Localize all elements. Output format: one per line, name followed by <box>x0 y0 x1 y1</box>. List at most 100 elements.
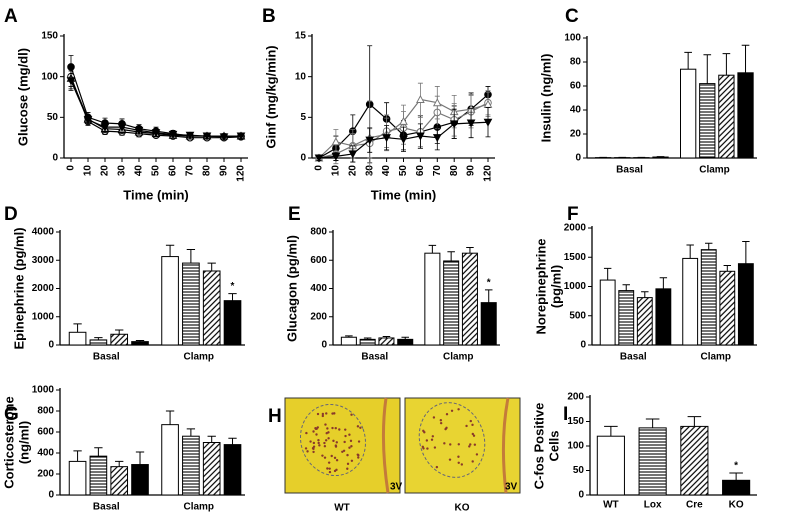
y-tick-label: 0 <box>300 153 306 164</box>
bar <box>161 424 179 496</box>
y-tick-label: 150 <box>567 416 584 427</box>
cell-dot <box>338 428 341 431</box>
cell-dot <box>315 433 318 436</box>
x-tick-label: 20 <box>347 165 358 177</box>
bar <box>161 256 179 346</box>
error-bar <box>115 329 124 335</box>
cell-dot <box>326 467 329 470</box>
panel-letter: D <box>4 204 18 225</box>
cell-dot <box>426 447 429 450</box>
cell-dot <box>443 442 446 445</box>
bar <box>378 337 395 346</box>
y-tick-label: 600 <box>310 255 327 266</box>
x-tick-label: 60 <box>168 165 179 177</box>
error-bar <box>447 251 455 261</box>
y-tick-label: 20 <box>570 129 582 140</box>
x-tick-label: 120 <box>236 165 247 182</box>
x-tick-label: WT <box>603 500 619 511</box>
cell-dot <box>306 450 309 453</box>
y-tick-label: 200 <box>37 469 54 480</box>
bar <box>596 435 625 496</box>
x-tick-label: 70 <box>432 165 443 177</box>
bar <box>680 425 709 496</box>
y-axis-label: Norepinephrine <box>533 238 548 334</box>
error-bar <box>73 450 82 462</box>
y-tick-label: 1000 <box>32 385 55 396</box>
image-caption: KO <box>455 503 470 514</box>
cell-dot <box>350 445 353 448</box>
cell-dot <box>357 456 360 459</box>
y-axis-label: C-fos Positive <box>531 403 546 490</box>
marker <box>219 133 229 142</box>
cell-dot <box>321 414 325 418</box>
error-bar <box>73 323 82 333</box>
image-marker: 3V <box>390 482 403 493</box>
cell-dot <box>445 412 449 416</box>
y-tick-label: 2000 <box>564 223 587 234</box>
y-tick-label: 1500 <box>564 252 587 263</box>
error-bar <box>135 451 145 465</box>
y-tick-label: 0 <box>578 490 584 501</box>
error-bar <box>165 410 175 425</box>
marker <box>466 119 476 128</box>
x-tick-label: Lox <box>644 500 662 511</box>
cell-dot <box>421 445 424 449</box>
cell-dot <box>323 441 326 445</box>
cell-dot <box>457 461 460 464</box>
panel-letter: F <box>567 204 579 225</box>
y-tick-label: 100 <box>567 441 584 452</box>
cell-dot <box>475 453 479 456</box>
marker <box>399 135 408 144</box>
image-marker: 3V <box>505 482 518 493</box>
marker <box>449 120 459 129</box>
cell-dot <box>350 459 354 462</box>
cell-dot <box>314 427 317 430</box>
error-bar <box>741 44 750 73</box>
error-bar <box>641 291 649 298</box>
x-tick-label: Basal <box>361 352 388 363</box>
cell-dot <box>346 453 349 457</box>
cell-dot <box>471 432 475 436</box>
bar <box>480 302 497 346</box>
x-tick-label: 30 <box>117 165 128 177</box>
bar <box>443 260 460 346</box>
bar <box>722 479 751 496</box>
bar <box>636 297 653 346</box>
x-tick-label: 20 <box>100 165 111 177</box>
error-bar <box>428 244 437 254</box>
y-tick-label: 200 <box>567 392 584 403</box>
marker <box>185 131 195 140</box>
panel-letter: B <box>262 6 276 27</box>
bar <box>638 427 667 496</box>
bar <box>718 74 735 159</box>
x-tick-label: 10 <box>331 165 342 177</box>
cell-dot <box>317 438 320 442</box>
bar <box>223 444 242 496</box>
y-axis-label: Cells <box>546 430 561 461</box>
marker <box>314 154 324 163</box>
x-tick-label: Clamp <box>700 352 731 363</box>
error-bar <box>228 293 237 301</box>
y-tick-label: 100 <box>41 71 58 82</box>
cell-dot <box>465 424 468 428</box>
error-bar <box>687 416 702 427</box>
marker <box>66 77 76 86</box>
cell-dot <box>346 462 350 466</box>
cell-dot <box>450 409 454 413</box>
cell-dot <box>457 408 460 411</box>
cell-dot <box>324 439 328 442</box>
cell-dot <box>439 418 443 422</box>
cell-dot <box>321 412 325 416</box>
cell-dot <box>309 440 312 443</box>
y-tick-label: 0 <box>580 340 586 351</box>
cell-dot <box>333 456 337 460</box>
bar <box>182 435 200 496</box>
bar <box>699 83 716 159</box>
marker <box>100 123 110 132</box>
cell-dot <box>328 470 332 474</box>
error-bar <box>659 277 668 289</box>
bar <box>202 442 221 496</box>
ventricle <box>501 397 510 494</box>
cell-dot <box>342 449 346 453</box>
cell-dot <box>305 431 308 435</box>
